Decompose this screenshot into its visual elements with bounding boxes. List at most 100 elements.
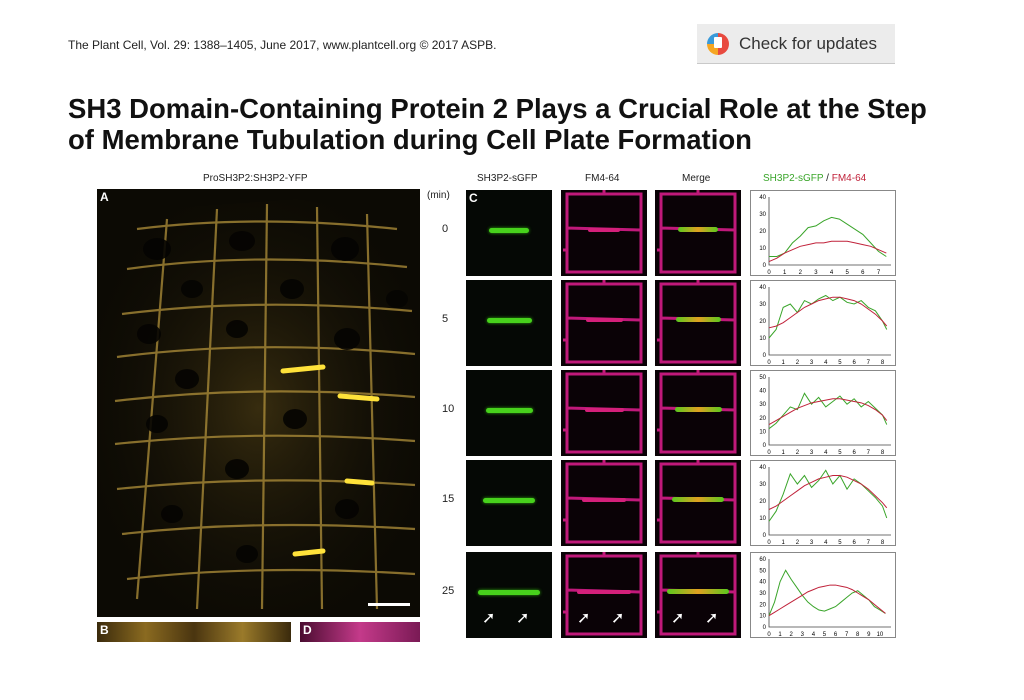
y-tick-label: 20 xyxy=(759,416,766,422)
legend-sep: / xyxy=(823,173,832,184)
fm-image xyxy=(561,280,647,366)
y-tick-label: 30 xyxy=(759,212,766,218)
scale-bar xyxy=(368,603,410,606)
legend-green: SH3P2-sGFP xyxy=(763,173,824,184)
col-label-fm: FM4-64 xyxy=(585,173,620,184)
x-tick-label: 8 xyxy=(881,360,885,366)
x-tick-label: 3 xyxy=(810,360,814,366)
x-tick-label: 6 xyxy=(852,360,856,366)
y-tick-label: 60 xyxy=(759,557,766,563)
time-label: 10 xyxy=(442,403,455,415)
col-label-gfp: SH3P2-sGFP xyxy=(477,173,538,184)
cell-plate-signal xyxy=(588,228,620,232)
cell-plate-signal xyxy=(667,589,729,594)
merge-image xyxy=(655,280,741,366)
cell-plate-signal xyxy=(582,498,626,502)
y-tick-label: 30 xyxy=(759,482,766,488)
series-line-fm4-64 xyxy=(768,296,888,329)
arrow-icon: ➚ xyxy=(671,610,685,627)
y-tick-label: 30 xyxy=(759,302,766,308)
x-tick-label: 5 xyxy=(823,632,827,638)
crossmark-icon xyxy=(707,32,729,55)
intensity-plot: 0 10 20 30 40 50 0 1 2 3 4 5 6 7 8 xyxy=(750,370,896,456)
arrow-icon: ➚ xyxy=(482,610,496,627)
cell-plate-signal xyxy=(577,590,631,594)
x-tick-label: 1 xyxy=(778,632,782,638)
series-line-fm4-64 xyxy=(768,475,888,510)
x-tick-label: 8 xyxy=(856,632,860,638)
cell-plate-signal xyxy=(678,227,718,232)
y-tick-label: 0 xyxy=(763,533,767,539)
panel-d-letter: D xyxy=(303,623,312,637)
plot-svg: 0 10 20 30 40 50 0 1 2 3 4 5 6 7 8 xyxy=(759,375,891,456)
cell-plate-signal xyxy=(489,228,529,233)
series-line-sh3p2-sgfp xyxy=(768,392,888,430)
intensity-plot: 0 10 20 30 40 0 1 2 3 4 5 6 7 xyxy=(750,190,896,276)
x-tick-label: 2 xyxy=(796,450,800,456)
arrow-icon: ➚ xyxy=(705,610,719,627)
x-tick-label: 0 xyxy=(767,540,771,546)
arrow-icon: ➚ xyxy=(577,610,591,627)
series-line-sh3p2-sgfp xyxy=(768,569,886,616)
x-tick-label: 6 xyxy=(834,632,838,638)
x-tick-label: 3 xyxy=(810,450,814,456)
x-tick-label: 4 xyxy=(824,450,828,456)
y-tick-label: 0 xyxy=(763,443,767,449)
plot-svg: 0 10 20 30 40 0 1 2 3 4 5 6 7 8 xyxy=(759,285,891,366)
arrow-icon: ➚ xyxy=(611,610,625,627)
cell-plate-signal xyxy=(584,408,624,412)
gfp-image: ➚ ➚ xyxy=(466,552,552,638)
y-tick-label: 50 xyxy=(759,375,766,381)
y-tick-label: 40 xyxy=(759,195,766,201)
y-tick-label: 10 xyxy=(759,336,766,342)
x-tick-label: 7 xyxy=(877,270,881,276)
x-tick-label: 4 xyxy=(812,632,816,638)
check-for-updates-label: Check for updates xyxy=(739,33,877,53)
cell-plate-signal xyxy=(672,497,724,502)
x-tick-label: 5 xyxy=(838,360,842,366)
y-tick-label: 20 xyxy=(759,229,766,235)
cell-plate-signal xyxy=(675,317,721,322)
y-tick-label: 40 xyxy=(759,465,766,471)
plot-axes xyxy=(768,377,891,446)
series-line-fm4-64 xyxy=(768,584,886,617)
plot-axes xyxy=(768,197,891,266)
plot-svg: 0 10 20 30 40 0 1 2 3 4 5 6 7 xyxy=(759,195,891,276)
x-tick-label: 5 xyxy=(838,450,842,456)
gfp-image xyxy=(466,280,552,366)
cell-plate-signal xyxy=(483,498,535,503)
gfp-image: C xyxy=(466,190,552,276)
series-line-sh3p2-sgfp xyxy=(769,216,887,257)
series-line-fm4-64 xyxy=(768,240,887,263)
y-tick-label: 10 xyxy=(759,614,766,620)
x-tick-label: 10 xyxy=(877,632,884,638)
merge-image: ➚ ➚ xyxy=(655,552,741,638)
y-tick-label: 50 xyxy=(759,568,766,574)
x-tick-label: 8 xyxy=(881,450,885,456)
intensity-plot: 0 10 20 30 40 50 60 0 1 2 3 4 5 6 7 8 9 10 xyxy=(750,552,896,638)
panel-b-letter: B xyxy=(100,623,109,637)
y-tick-label: 30 xyxy=(759,591,766,597)
y-tick-label: 40 xyxy=(759,580,766,586)
panel-d-image: D xyxy=(300,622,420,642)
y-tick-label: 0 xyxy=(763,625,767,631)
x-tick-label: 4 xyxy=(824,360,828,366)
y-tick-label: 20 xyxy=(759,499,766,505)
cell-plate-signal xyxy=(485,408,533,413)
panel-a-image: A xyxy=(97,189,420,617)
journal-citation: The Plant Cell, Vol. 29: 1388–1405, June… xyxy=(68,38,497,52)
arrow-icon: ➚ xyxy=(516,610,530,627)
x-tick-label: 1 xyxy=(782,540,786,546)
x-tick-label: 2 xyxy=(799,270,803,276)
x-tick-label: 3 xyxy=(814,270,818,276)
x-tick-label: 6 xyxy=(852,450,856,456)
panel-b-image: B xyxy=(97,622,291,642)
x-tick-label: 2 xyxy=(790,632,794,638)
merge-image xyxy=(655,370,741,456)
fm-image: ➚ ➚ xyxy=(561,552,647,638)
y-tick-label: 0 xyxy=(763,263,767,269)
x-tick-label: 5 xyxy=(846,270,850,276)
x-tick-label: 3 xyxy=(801,632,805,638)
check-for-updates-button[interactable]: Check for updates xyxy=(697,24,895,64)
intensity-plot: 0 10 20 30 40 0 1 2 3 4 5 6 7 8 xyxy=(750,460,896,546)
